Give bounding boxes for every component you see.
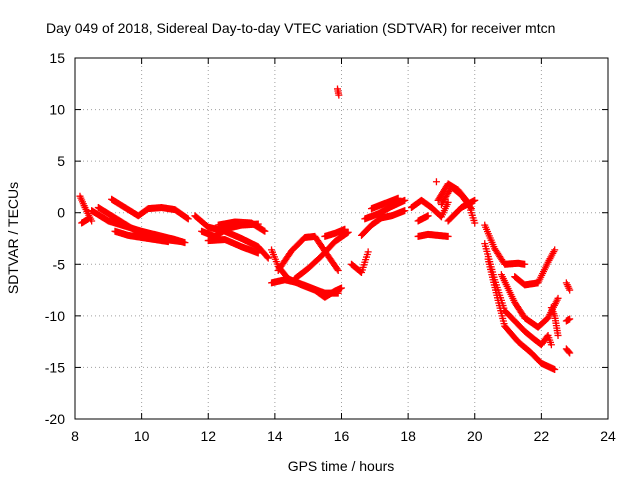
data-points (76, 85, 574, 373)
x-tick-label: 10 (134, 428, 150, 444)
data-point (401, 207, 409, 215)
data-point (263, 253, 271, 261)
y-tick-label: 15 (49, 50, 65, 66)
y-tick-label: -20 (45, 411, 65, 427)
y-tick-label: -15 (45, 359, 65, 375)
y-tick-label: 5 (57, 153, 65, 169)
data-point (444, 232, 452, 240)
x-tick-label: 22 (534, 428, 550, 444)
data-point (467, 205, 475, 213)
data-point (547, 341, 555, 349)
data-point (344, 228, 352, 236)
data-point (264, 254, 272, 262)
y-tick-label: -10 (45, 308, 65, 324)
data-point (334, 266, 342, 274)
data-point (566, 349, 574, 357)
data-point (471, 219, 479, 227)
data-point (335, 91, 343, 99)
x-tick-label: 18 (400, 428, 416, 444)
y-axis-label: SDTVAR / TECUs (5, 182, 21, 294)
data-point (334, 289, 342, 297)
x-tick-label: 16 (334, 428, 350, 444)
data-point (261, 227, 269, 235)
data-point (547, 304, 555, 312)
data-point (565, 348, 573, 356)
data-point (183, 214, 191, 222)
x-tick-label: 24 (600, 428, 616, 444)
x-tick-label: 20 (467, 428, 483, 444)
x-tick-label: 8 (71, 428, 79, 444)
data-point (551, 365, 559, 373)
data-point (566, 286, 574, 294)
data-point (551, 246, 559, 254)
data-point (394, 194, 402, 202)
y-tick-label: 0 (57, 205, 65, 221)
chart-title: Day 049 of 2018, Sidereal Day-to-day VTE… (46, 20, 555, 36)
data-point (401, 196, 409, 204)
data-point (164, 238, 172, 246)
data-point (84, 215, 92, 223)
data-point (521, 260, 529, 268)
y-tick-label: -5 (53, 256, 66, 272)
data-point (566, 315, 574, 323)
data-point (432, 178, 440, 186)
data-point (178, 238, 186, 246)
data-point (184, 215, 192, 223)
y-tick-label: 10 (49, 102, 65, 118)
data-point (554, 294, 562, 302)
data-point (338, 284, 345, 292)
data-point (471, 196, 479, 204)
axis-ticks (74, 57, 609, 420)
data-point (181, 239, 189, 247)
data-point (364, 248, 372, 256)
data-point (424, 212, 432, 220)
data-point (254, 249, 262, 257)
x-axis-label: GPS time / hours (288, 458, 395, 474)
x-tick-label: 12 (200, 428, 216, 444)
data-point (341, 225, 349, 233)
x-tick-label: 14 (267, 428, 283, 444)
tick-labels: 8 10 12 14 16 18 20 22 24 -20 -15 -10 -5 0 5 10 15 (45, 50, 616, 444)
data-point (343, 229, 351, 237)
data-point (333, 265, 341, 273)
